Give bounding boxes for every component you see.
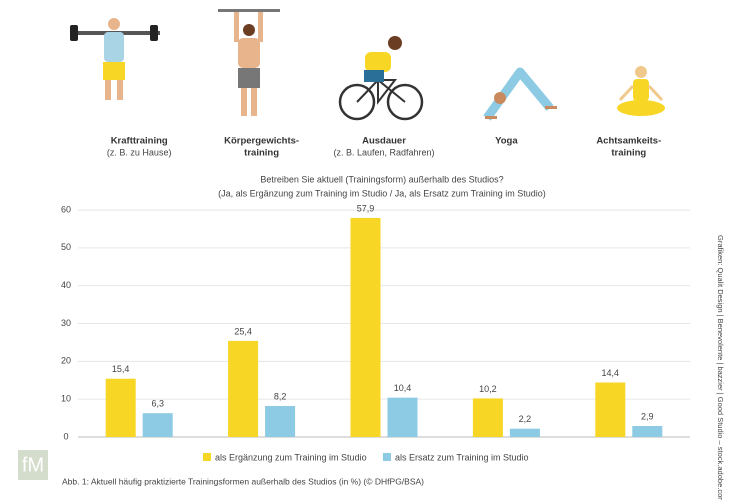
- category-label: Körpergewichts-: [224, 136, 299, 147]
- value-label: 14,4: [602, 368, 620, 378]
- bar: [387, 397, 418, 437]
- value-label: 2,9: [641, 411, 654, 421]
- y-tick-label: 40: [61, 280, 71, 290]
- y-tick-label: 0: [63, 431, 68, 441]
- value-label: 8,2: [274, 391, 287, 401]
- legend-swatch: [383, 453, 391, 461]
- caption: Abb. 1: Aktuell häufig praktizierte Trai…: [62, 476, 424, 486]
- y-tick-label: 10: [61, 394, 71, 404]
- legend-label: als Ergänzung zum Training im Studio: [215, 452, 367, 462]
- logo-box: [18, 450, 48, 480]
- bar: [228, 340, 259, 437]
- value-label: 57,9: [357, 203, 375, 213]
- bar: [595, 382, 626, 437]
- bar: [105, 378, 136, 437]
- y-tick-label: 20: [61, 356, 71, 366]
- value-label: 10,4: [394, 383, 412, 393]
- value-label: 6,3: [151, 399, 164, 409]
- legend-swatch: [203, 453, 211, 461]
- bar: [350, 217, 381, 437]
- bar: [142, 413, 173, 437]
- icon-weightlifter: [70, 18, 160, 100]
- category-note: (z. B. zu Hause): [107, 147, 172, 157]
- bar: [509, 428, 540, 437]
- logo: fM: [22, 454, 44, 476]
- chart-title: Betreiben Sie aktuell (Trainingsform) au…: [260, 174, 503, 184]
- legend-label: als Ersatz zum Training im Studio: [395, 452, 529, 462]
- category-label: training: [611, 148, 646, 159]
- credit: Grafiken: Qualit Design | Benevolente | …: [716, 235, 725, 500]
- category-label: training: [244, 148, 279, 159]
- value-label: 15,4: [112, 364, 130, 374]
- value-label: 10,2: [479, 384, 497, 394]
- value-label: 2,2: [519, 414, 532, 424]
- bar: [632, 426, 663, 437]
- category-label: Achtsamkeits-: [596, 136, 661, 147]
- icon-meditation: [617, 66, 665, 116]
- bar: [265, 405, 296, 437]
- category-label: Ausdauer: [362, 136, 406, 147]
- chart-subtitle: (Ja, als Ergänzung zum Training im Studi…: [218, 188, 546, 198]
- bar: [472, 398, 503, 437]
- value-label: 25,4: [234, 326, 252, 336]
- category-note: (z. B. Laufen, Radfahren): [333, 147, 434, 157]
- icon-yoga: [483, 67, 557, 121]
- y-tick-label: 60: [61, 204, 71, 214]
- y-tick-label: 50: [61, 242, 71, 252]
- y-tick-label: 30: [61, 318, 71, 328]
- icon-pullup: [218, 9, 280, 116]
- category-label: Krafttraining: [111, 136, 168, 147]
- category-label: Yoga: [495, 136, 518, 147]
- icon-cyclist: [338, 36, 424, 121]
